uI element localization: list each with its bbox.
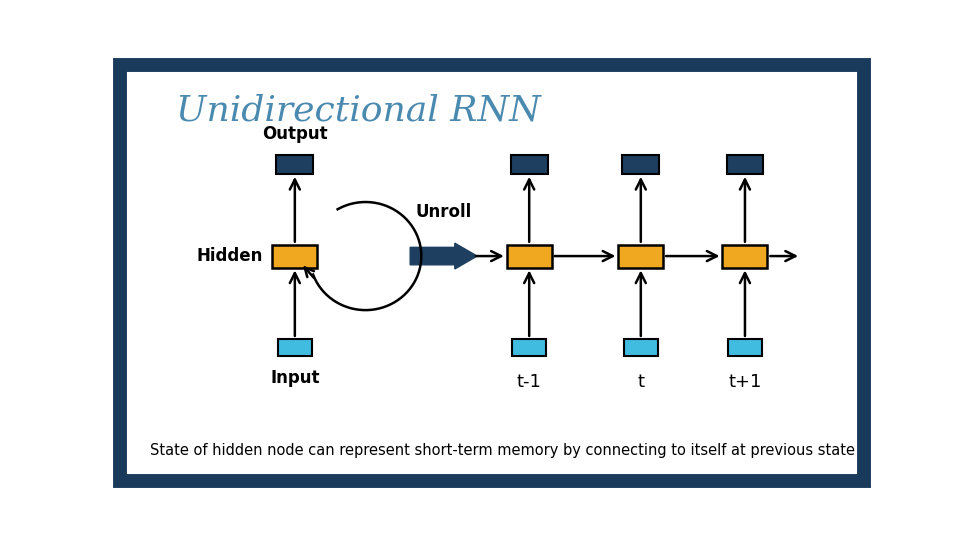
Text: Input: Input [270, 369, 320, 387]
Bar [622, 155, 660, 174]
Bar [507, 245, 552, 267]
Bar [727, 155, 763, 174]
Text: Unidirectional RNN: Unidirectional RNN [176, 94, 540, 128]
Text: t+1: t+1 [729, 373, 761, 391]
Bar [723, 245, 767, 267]
Bar [618, 245, 663, 267]
Text: State of hidden node can represent short-term memory by connecting to itself at : State of hidden node can represent short… [150, 443, 854, 458]
Bar [624, 339, 658, 356]
Bar [511, 155, 547, 174]
Bar [276, 155, 313, 174]
Text: Unroll: Unroll [416, 202, 471, 221]
Bar [728, 339, 762, 356]
Text: Hidden: Hidden [197, 247, 263, 265]
FancyArrow shape [410, 243, 477, 269]
Bar [273, 245, 318, 267]
Text: t-1: t-1 [516, 373, 541, 391]
Bar [512, 339, 546, 356]
Bar [277, 339, 312, 356]
Text: t: t [637, 373, 644, 391]
Text: Output: Output [262, 125, 327, 143]
